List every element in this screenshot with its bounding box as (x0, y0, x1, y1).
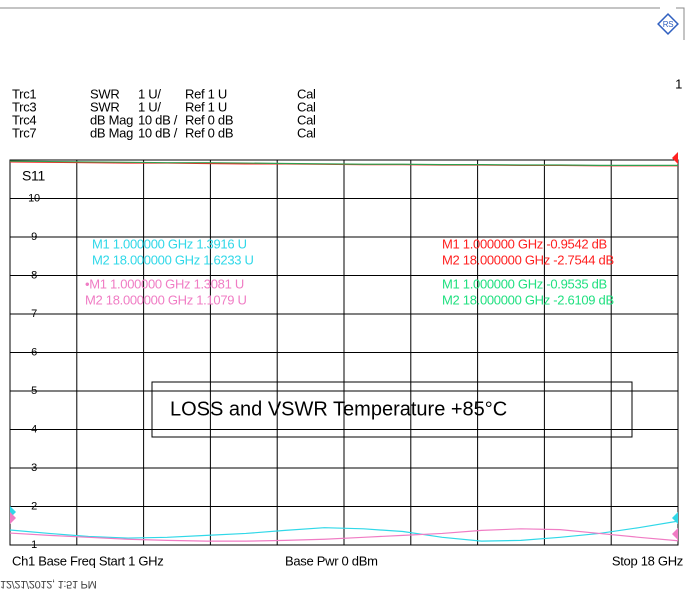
header-cell: 1 U/ (138, 99, 161, 114)
y-tick-label: 2 (31, 500, 37, 512)
marker-flag (672, 528, 678, 540)
header-cell: Ref 0 dB (185, 112, 233, 127)
marker-readout: M1 1.000000 GHz -0.9542 dB (442, 236, 607, 251)
right-border (676, 7, 685, 40)
footer-stop: Stop 18 GHz (612, 553, 683, 568)
trace-line (9, 528, 679, 542)
header-cell: Cal (297, 99, 316, 114)
trace-name: Trc4 (12, 112, 36, 127)
header-cell: Cal (297, 86, 316, 101)
logo: RS (657, 13, 679, 35)
trace-line (9, 160, 678, 166)
footer-power: Base Pwr 0 dBm (285, 553, 378, 568)
marker-flag (672, 152, 678, 164)
marker-readout: M1 1.000000 GHz 1.3916 U (92, 236, 247, 251)
channel-number: 1 (675, 76, 682, 91)
header-cell: Cal (297, 125, 316, 140)
header-cell: Cal (297, 112, 316, 127)
annotation: LOSS and VSWR Temperature +85°C (170, 398, 507, 420)
trace-name: Trc7 (12, 125, 36, 140)
header-cell: Ref 0 dB (185, 125, 233, 140)
y-tick-label: 5 (31, 385, 37, 397)
header-cell: SWR (90, 86, 119, 101)
trace-name: Trc3 (12, 99, 36, 114)
y-tick-label: 6 (31, 346, 37, 358)
header-cell: dB Mag (90, 112, 133, 127)
y-tick-label: 10 (28, 192, 40, 204)
y-tick-label: 1 (31, 539, 37, 551)
marker-readout: M2 18.000000 GHz 1.6233 U (92, 252, 254, 267)
marker-flag (10, 512, 16, 524)
footer-start: Ch1 Base Freq Start 1 GHz (12, 553, 163, 568)
header-cell: 10 dB / (138, 125, 178, 140)
timestamp: 12/21/2012, 1:51 PM (0, 578, 97, 590)
marker-readout: M2 18.000000 GHz -2.6109 dB (442, 292, 614, 307)
header-cell: SWR (90, 99, 119, 114)
y-tick-label: 9 (31, 231, 37, 243)
y-tick-label: 7 (31, 308, 37, 320)
y-tick-label: 3 (31, 462, 37, 474)
header-cell: 1 U/ (138, 86, 161, 101)
y-tick-label: 8 (31, 269, 37, 281)
header-cell: dB Mag (90, 125, 133, 140)
svg-text:RS: RS (663, 20, 674, 29)
trace-name: Trc1 (12, 86, 36, 101)
marker-flag (672, 512, 678, 524)
trace-line (9, 520, 679, 542)
marker-readout: M1 1.000000 GHz -0.9535 dB (442, 276, 607, 291)
header-cell: 10 dB / (138, 112, 178, 127)
marker-readout: •M1 1.000000 GHz 1.3081 U (85, 276, 244, 291)
marker-readout: M2 18.000000 GHz 1.1079 U (85, 292, 247, 307)
y-tick-label: 4 (31, 423, 37, 435)
marker-readout: M2 18.000000 GHz -2.7544 dB (442, 252, 614, 267)
trace-label: S11 (22, 168, 45, 184)
header-cell: Ref 1 U (185, 86, 227, 101)
header-cell: Ref 1 U (185, 99, 227, 114)
